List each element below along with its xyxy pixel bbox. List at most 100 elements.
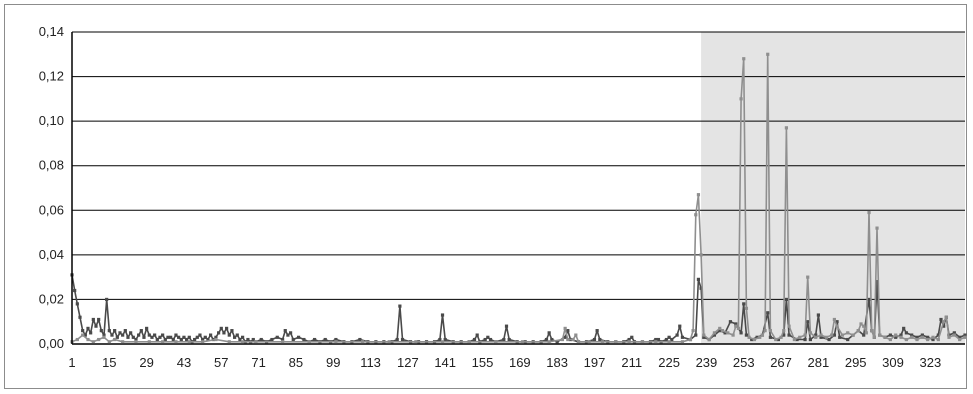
data-point bbox=[726, 331, 730, 335]
data-point bbox=[766, 52, 770, 56]
data-point bbox=[958, 335, 962, 339]
data-point bbox=[734, 324, 738, 328]
data-point bbox=[115, 335, 119, 339]
data-point bbox=[718, 326, 722, 330]
data-point bbox=[387, 340, 391, 344]
data-point bbox=[102, 335, 106, 339]
data-point bbox=[910, 333, 914, 337]
data-point bbox=[675, 333, 679, 337]
x-tick-label: 183 bbox=[546, 355, 568, 370]
data-point bbox=[862, 333, 866, 337]
data-point bbox=[744, 333, 749, 337]
data-point bbox=[878, 333, 882, 337]
data-point bbox=[776, 337, 781, 342]
data-point bbox=[153, 333, 157, 337]
data-point bbox=[134, 337, 138, 342]
data-point bbox=[862, 324, 866, 328]
data-point bbox=[819, 335, 823, 339]
data-point bbox=[803, 333, 807, 337]
x-tick-label: 57 bbox=[214, 355, 228, 370]
data-point bbox=[630, 335, 634, 339]
x-tick-label: 169 bbox=[509, 355, 531, 370]
data-point bbox=[270, 337, 274, 342]
data-point bbox=[867, 210, 871, 215]
data-point bbox=[214, 337, 218, 342]
data-point bbox=[78, 315, 82, 319]
data-point bbox=[219, 326, 223, 330]
data-point bbox=[251, 337, 255, 342]
data-point bbox=[694, 213, 698, 217]
data-point bbox=[550, 337, 554, 342]
data-point bbox=[720, 329, 725, 333]
data-point bbox=[174, 340, 178, 344]
y-tick-label: 0,06 bbox=[39, 202, 64, 217]
data-point bbox=[798, 335, 802, 339]
data-point bbox=[806, 275, 810, 279]
x-tick-label: 141 bbox=[434, 355, 456, 370]
data-point bbox=[899, 335, 903, 339]
x-tick-label: 267 bbox=[770, 355, 792, 370]
data-point bbox=[230, 329, 234, 333]
data-point bbox=[566, 337, 570, 342]
data-point bbox=[856, 329, 860, 333]
data-point bbox=[86, 337, 90, 342]
data-point bbox=[600, 340, 605, 344]
data-point bbox=[547, 331, 551, 335]
data-point bbox=[627, 340, 631, 344]
x-tick-label: 281 bbox=[808, 355, 830, 370]
data-point bbox=[936, 333, 940, 337]
x-tick-label: 29 bbox=[139, 355, 153, 370]
data-point bbox=[576, 340, 581, 344]
data-point bbox=[507, 337, 511, 342]
data-point bbox=[225, 326, 229, 330]
data-point bbox=[846, 337, 850, 342]
data-point bbox=[707, 337, 711, 342]
data-point bbox=[139, 329, 143, 333]
x-tick-label: 225 bbox=[658, 355, 680, 370]
data-point bbox=[920, 333, 924, 337]
data-point bbox=[288, 331, 293, 335]
data-point bbox=[691, 329, 695, 333]
data-point bbox=[688, 337, 693, 342]
data-point bbox=[187, 340, 191, 344]
data-point bbox=[939, 317, 943, 322]
data-point bbox=[302, 337, 306, 342]
data-point bbox=[296, 335, 301, 339]
data-point bbox=[395, 337, 399, 342]
data-point bbox=[81, 333, 85, 337]
data-point bbox=[774, 337, 778, 342]
x-tick-label: 113 bbox=[360, 355, 381, 370]
data-point bbox=[414, 340, 418, 344]
y-tick-label: 0,04 bbox=[39, 247, 64, 262]
data-point bbox=[563, 326, 567, 330]
data-point bbox=[875, 226, 879, 230]
data-point bbox=[587, 340, 591, 344]
data-point bbox=[286, 333, 290, 337]
data-point bbox=[440, 340, 445, 344]
data-point bbox=[784, 297, 788, 302]
x-tick-label: 71 bbox=[251, 355, 265, 370]
data-point bbox=[193, 337, 197, 342]
data-point bbox=[137, 333, 141, 337]
data-point bbox=[360, 340, 365, 344]
data-point bbox=[782, 333, 786, 337]
data-point bbox=[547, 340, 551, 344]
data-point bbox=[118, 331, 122, 335]
data-point bbox=[75, 337, 79, 342]
data-point bbox=[483, 337, 487, 342]
data-point bbox=[816, 313, 820, 317]
data-point bbox=[163, 337, 167, 342]
data-point bbox=[73, 288, 77, 293]
data-point bbox=[931, 337, 935, 342]
data-point bbox=[560, 337, 565, 342]
data-point bbox=[86, 326, 90, 330]
data-point bbox=[851, 333, 855, 337]
data-point bbox=[667, 340, 671, 344]
data-point bbox=[963, 335, 967, 339]
data-point bbox=[147, 340, 151, 344]
data-point bbox=[915, 335, 919, 339]
data-point bbox=[803, 337, 807, 342]
data-point bbox=[875, 280, 879, 284]
series-line-2 bbox=[71, 53, 966, 343]
